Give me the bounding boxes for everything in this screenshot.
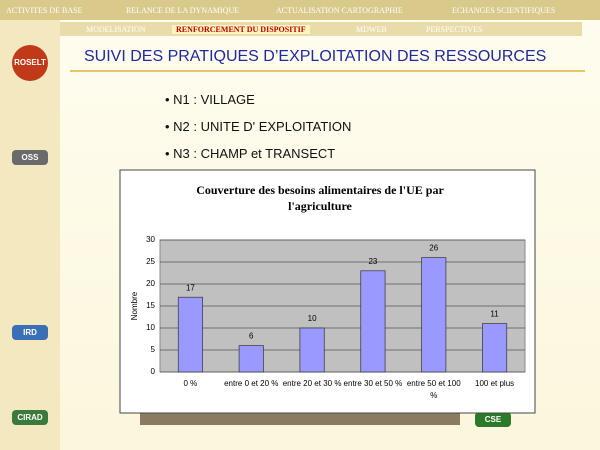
data-label: 10 bbox=[308, 314, 317, 323]
y-tick-label: 0 bbox=[151, 367, 156, 376]
logo: OSS bbox=[12, 150, 48, 165]
logo: ROSELT bbox=[12, 45, 48, 81]
y-tick-label: 25 bbox=[146, 257, 155, 266]
bullet-text: N1 : VILLAGE bbox=[173, 92, 255, 107]
data-label: 6 bbox=[249, 332, 254, 341]
y-tick-label: 20 bbox=[146, 279, 155, 288]
bullet-text: N2 : UNITE D' EXPLOITATION bbox=[173, 119, 352, 134]
bar bbox=[482, 323, 508, 373]
nav-item[interactable]: MDWEB bbox=[356, 25, 387, 34]
x-tick-label: 100 et plus bbox=[475, 379, 515, 388]
bullet: • N2 : UNITE D' EXPLOITATION bbox=[165, 119, 352, 134]
nav-item[interactable]: ACTUALISATION CARTOGRAPHIE bbox=[276, 6, 403, 15]
bar bbox=[299, 327, 325, 373]
bar bbox=[421, 257, 447, 373]
top-nav: ACTIVITES DE BASE RELANCE DE LA DYNAMIQU… bbox=[0, 0, 600, 20]
y-tick-label: 10 bbox=[146, 323, 155, 332]
bar bbox=[177, 296, 203, 373]
bar bbox=[360, 270, 386, 373]
logo: CSE bbox=[475, 412, 511, 427]
x-tick-label: 0 % bbox=[183, 379, 198, 388]
nav-item-selected[interactable]: RENFORCEMENT DU DISPOSITIF bbox=[172, 25, 310, 34]
nav-item[interactable]: RELANCE DE LA DYNAMIQUE bbox=[126, 6, 240, 15]
y-tick-label: 15 bbox=[146, 301, 155, 310]
logo: IRD bbox=[12, 325, 48, 340]
y-tick-label: 30 bbox=[146, 235, 155, 244]
data-label: 26 bbox=[429, 244, 438, 253]
bullet: • N1 : VILLAGE bbox=[165, 92, 255, 107]
sub-nav: MODELISATION RENFORCEMENT DU DISPOSITIF … bbox=[60, 22, 582, 36]
nav-item[interactable]: ACTIVITES DE BASE bbox=[6, 6, 83, 15]
y-axis-label: Nombre bbox=[130, 291, 139, 320]
slide-title: SUIVI DES PRATIQUES D’EXPLOITATION DES R… bbox=[84, 48, 547, 65]
chart-title: Couverture des besoins alimentaires de l… bbox=[196, 183, 444, 213]
x-tick-label: entre 0 et 20 % bbox=[224, 379, 279, 388]
data-label: 23 bbox=[368, 257, 377, 266]
nav-item[interactable]: PERSPECTIVES bbox=[426, 25, 483, 34]
nav-item[interactable]: MODELISATION bbox=[86, 25, 146, 34]
bullet: • N3 : CHAMP et TRANSECT bbox=[165, 146, 336, 161]
bar bbox=[238, 345, 264, 373]
x-tick-label: entre 50 et 100 % bbox=[406, 379, 461, 400]
x-tick-label: entre 20 et 30 % bbox=[282, 379, 342, 388]
data-label: 11 bbox=[490, 310, 499, 319]
nav-item[interactable]: ECHANGES SCIENTIFIQUES bbox=[452, 6, 556, 15]
logo: CIRAD bbox=[12, 410, 48, 425]
bullet-text: N3 : CHAMP et TRANSECT bbox=[173, 146, 336, 161]
title-rule bbox=[70, 70, 585, 72]
y-tick-label: 5 bbox=[151, 345, 156, 354]
x-tick-label: entre 30 et 50 % bbox=[343, 379, 403, 388]
data-label: 17 bbox=[186, 283, 195, 292]
